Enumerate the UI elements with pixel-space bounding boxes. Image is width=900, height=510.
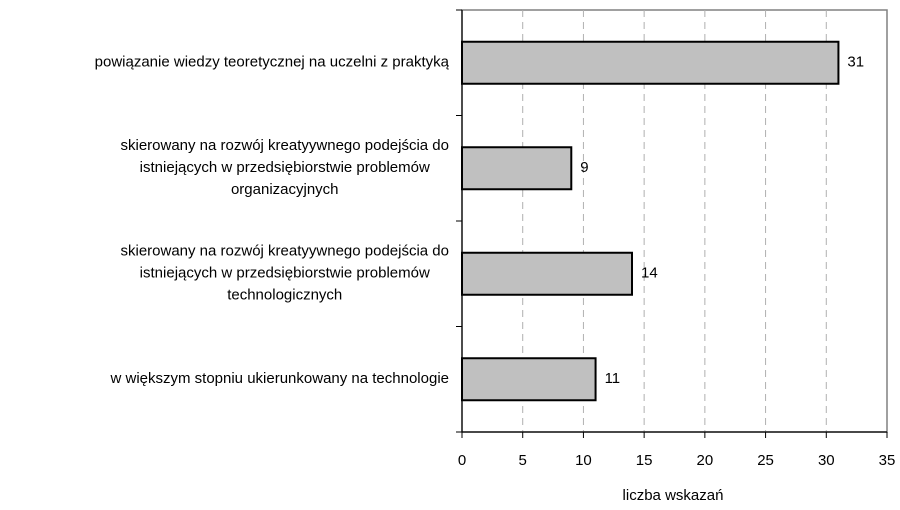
bar [461,357,597,402]
y-tick-label: w większym stopniu ukierunkowany na tech… [109,370,449,387]
value-label: 11 [605,370,621,387]
value-label: 14 [641,265,658,282]
y-tick-label: powiązanie wiedzy teoretycznej na uczeln… [95,54,450,71]
y-tick-label: technologicznych [227,287,342,304]
value-label: 9 [580,159,588,176]
x-tick-label: 25 [757,452,774,469]
x-tick-label: 30 [818,452,835,469]
x-axis-label: liczba wskazań [623,487,724,504]
y-tick-label: organizacyjnych [231,181,339,198]
x-tick-label: 0 [458,452,466,469]
y-tick-label: istniejących w przedsiębiorstwie problem… [140,265,430,282]
x-tick-label: 15 [636,452,653,469]
x-tick-label: 10 [575,452,592,469]
bar [461,40,840,85]
x-tick-label: 20 [697,452,714,469]
y-tick-label: skierowany na rozwój kreatyywnego podejś… [120,137,449,154]
y-tick-label: skierowany na rozwój kreatyywnego podejś… [120,243,449,260]
bar [461,146,573,191]
bar [461,251,633,296]
value-label: 31 [847,54,864,71]
x-tick-label: 5 [519,452,527,469]
x-tick-label: 35 [879,452,896,469]
y-tick-label: istniejących w przedsiębiorstwie problem… [140,159,430,176]
